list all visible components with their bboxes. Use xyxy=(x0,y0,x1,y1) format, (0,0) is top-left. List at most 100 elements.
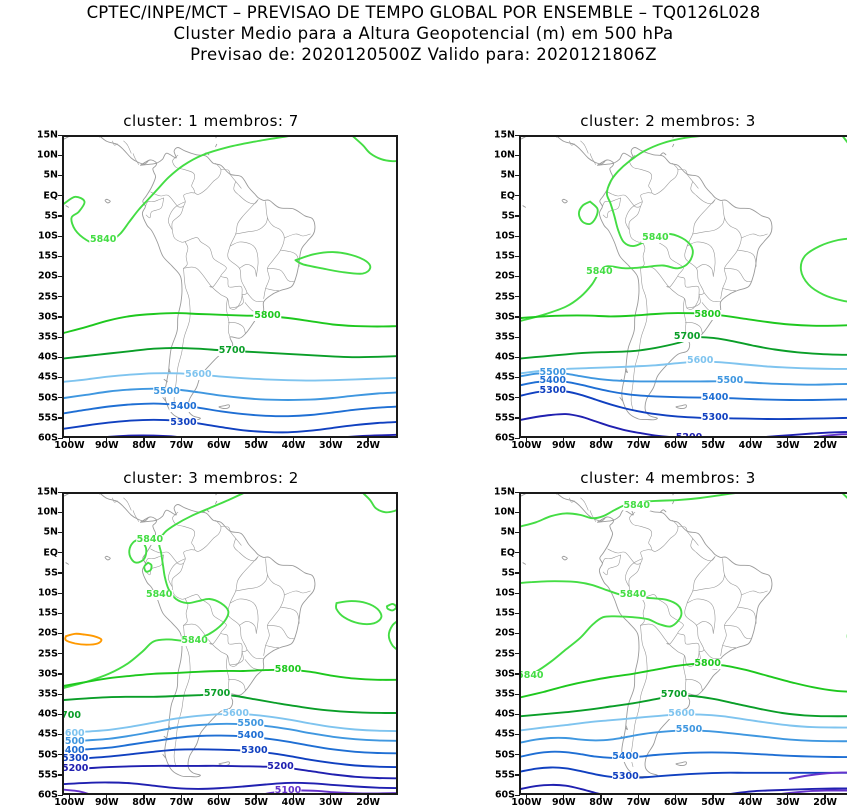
y-axis-tick xyxy=(58,215,63,216)
y-axis-tick xyxy=(515,195,520,196)
y-axis-label: 5N xyxy=(483,527,515,538)
contour-line-5500 xyxy=(64,389,396,400)
contour-layer xyxy=(521,137,847,436)
y-axis-label: 10N xyxy=(26,507,58,518)
x-axis-tick xyxy=(293,437,294,442)
y-axis-label: 30S xyxy=(483,311,515,322)
y-axis-label: 30S xyxy=(26,668,58,679)
y-axis-label: 10S xyxy=(26,231,58,242)
x-axis-tick xyxy=(69,794,70,799)
panel-title-cluster-3: cluster: 3 membros: 2 xyxy=(20,469,402,487)
y-axis-label: 20S xyxy=(26,271,58,282)
x-axis-tick xyxy=(563,794,564,799)
contour-label-5840: 5840 xyxy=(181,636,208,646)
contour-label-5200: 5200 xyxy=(62,764,89,774)
x-axis-tick xyxy=(255,437,256,442)
contour-label-5840: 5840 xyxy=(145,590,172,600)
y-axis-tick xyxy=(58,492,63,493)
contour-label-5400: 5400 xyxy=(612,752,639,762)
y-axis-tick xyxy=(58,754,63,755)
y-axis-label: 20S xyxy=(483,628,515,639)
y-axis-tick xyxy=(58,714,63,715)
contour-line-5200 xyxy=(64,435,221,436)
contour-line-5840 xyxy=(842,137,847,153)
y-axis-tick xyxy=(515,377,520,378)
y-axis-label: 5S xyxy=(483,210,515,221)
x-axis-tick xyxy=(181,794,182,799)
contour-line-5200 xyxy=(521,785,622,793)
x-axis-tick xyxy=(563,437,564,442)
y-axis-tick xyxy=(515,492,520,493)
contour-line-5840 xyxy=(352,137,397,161)
contour-label-5700: 5700 xyxy=(62,711,81,721)
contour-line-5840 xyxy=(296,252,371,274)
contour-label-5200: 5200 xyxy=(675,433,702,438)
y-axis-tick xyxy=(58,512,63,513)
contour-line-5840 xyxy=(336,601,381,624)
contour-label-5800: 5800 xyxy=(694,659,721,669)
y-axis-tick xyxy=(515,593,520,594)
y-axis-tick xyxy=(515,572,520,573)
y-axis-tick xyxy=(515,694,520,695)
panel-title-cluster-2: cluster: 2 membros: 3 xyxy=(477,112,847,130)
y-axis-tick xyxy=(58,377,63,378)
x-axis-tick xyxy=(255,794,256,799)
x-axis-tick xyxy=(367,437,368,442)
contour-label-5300: 5300 xyxy=(170,418,197,428)
y-axis-tick xyxy=(515,417,520,418)
panel-title-cluster-1: cluster: 1 membros: 7 xyxy=(20,112,402,130)
y-axis-label: 35S xyxy=(483,689,515,700)
x-axis-tick xyxy=(750,794,751,799)
y-axis-label: 10N xyxy=(483,150,515,161)
contour-label-5400: 5400 xyxy=(170,402,197,412)
x-axis-tick xyxy=(106,794,107,799)
y-axis-label: 30S xyxy=(483,668,515,679)
contour-layer xyxy=(521,494,847,793)
y-axis-label: 50S xyxy=(483,749,515,760)
contour-line-5840 xyxy=(801,238,847,303)
x-axis-tick xyxy=(675,437,676,442)
y-axis-tick xyxy=(58,593,63,594)
x-axis-tick xyxy=(69,437,70,442)
y-axis-tick xyxy=(58,256,63,257)
y-axis-tick xyxy=(58,316,63,317)
y-axis-tick xyxy=(58,795,63,796)
y-axis-tick xyxy=(58,337,63,338)
x-axis-tick xyxy=(526,794,527,799)
y-axis-label: 25S xyxy=(483,648,515,659)
contour-label-5300: 5300 xyxy=(241,746,268,756)
x-axis-tick xyxy=(330,437,331,442)
y-axis-tick xyxy=(515,754,520,755)
contour-line-5200 xyxy=(64,782,396,788)
y-axis-tick xyxy=(515,552,520,553)
y-axis-tick xyxy=(515,714,520,715)
y-axis-tick xyxy=(58,417,63,418)
y-axis-label: 5S xyxy=(483,567,515,578)
y-axis-label: 50S xyxy=(483,392,515,403)
y-axis-label: EQ xyxy=(483,190,515,201)
contour-label-5700: 5700 xyxy=(218,346,245,356)
x-axis-tick xyxy=(600,794,601,799)
y-axis-tick xyxy=(58,195,63,196)
x-axis-tick xyxy=(367,794,368,799)
y-axis-label: 15S xyxy=(26,251,58,262)
contour-line-5400 xyxy=(64,404,396,417)
contour-label-5400: 5400 xyxy=(701,393,728,403)
contour-label-5500: 5500 xyxy=(716,376,743,386)
y-axis-tick xyxy=(58,438,63,439)
y-axis-tick xyxy=(58,135,63,136)
y-axis-tick xyxy=(58,397,63,398)
header-line-2: Cluster Medio para a Altura Geopotencial… xyxy=(0,23,847,44)
contour-label-5700: 5700 xyxy=(673,332,700,342)
y-axis-label: 5S xyxy=(26,210,58,221)
x-axis-tick xyxy=(787,794,788,799)
contour-line-5840 xyxy=(144,563,151,572)
y-axis-tick xyxy=(58,276,63,277)
contour-line-5500 xyxy=(64,724,396,742)
contour-label-5600: 5600 xyxy=(668,709,695,719)
y-axis-tick xyxy=(515,236,520,237)
y-axis-label: 35S xyxy=(483,332,515,343)
